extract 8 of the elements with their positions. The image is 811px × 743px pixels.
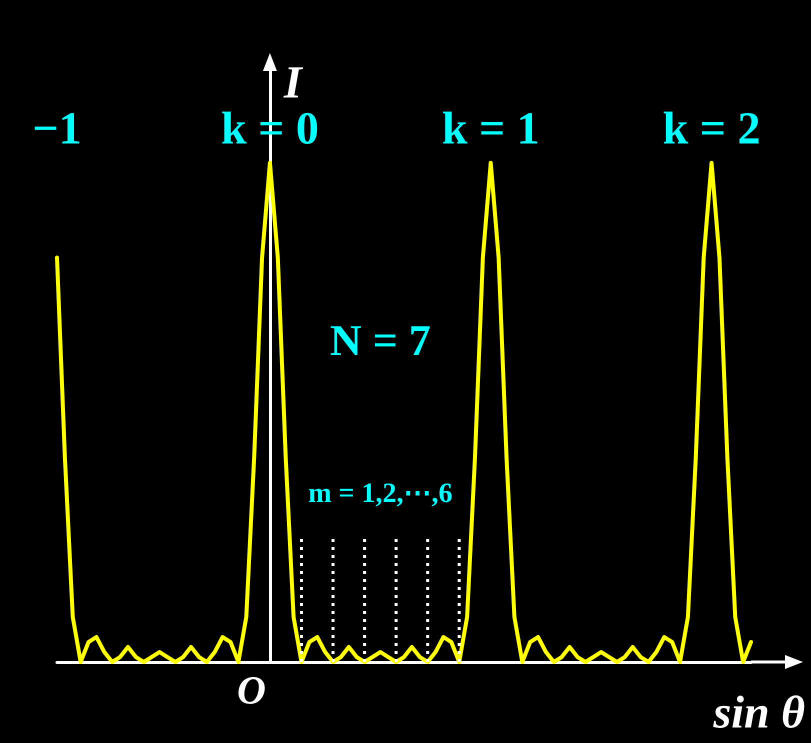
annotation: m = 1,2,⋯,6 — [308, 478, 452, 509]
y-axis-title: I — [282, 56, 304, 108]
annotation: N = 7 — [330, 316, 431, 365]
x-axis-title: sin θ — [712, 686, 806, 738]
text: k = 2 — [662, 102, 760, 154]
text: k = 1 — [442, 102, 540, 154]
text: −1 — [32, 102, 82, 154]
text: O — [237, 668, 266, 712]
